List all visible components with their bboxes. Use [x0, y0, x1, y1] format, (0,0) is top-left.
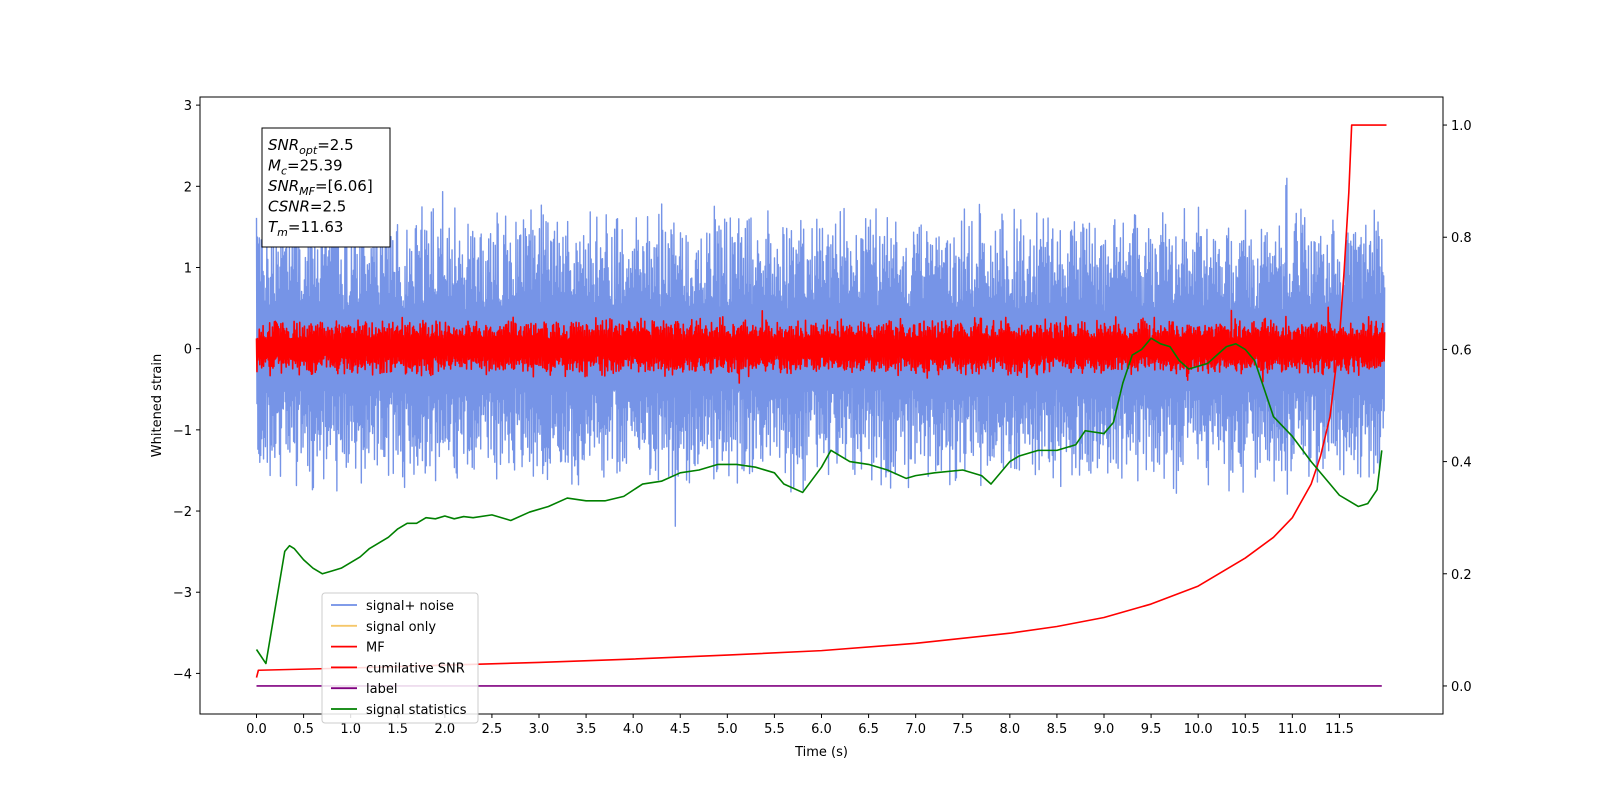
x-tick-label: 5.0: [717, 722, 738, 737]
x-tick-label: 1.0: [340, 722, 361, 737]
y-right-tick-label: 1.0: [1451, 119, 1472, 134]
y-left-tick-label: 1: [184, 261, 192, 276]
x-tick-label: 7.5: [952, 722, 973, 737]
x-axis: 0.0 0.5 1.0 1.5 2.0 2.5 3.0 3.5 4.0 4.5 5.0 5.5 6.0 6…: [246, 714, 1354, 737]
x-tick-label: 0.0: [246, 722, 267, 737]
x-tick-label: 5.5: [764, 722, 785, 737]
info-line: CSNR=2.5: [268, 198, 346, 216]
y-axis-left: −4 −3 −2 −1 0 1 2 3: [173, 99, 200, 682]
x-tick-label: 11.5: [1325, 722, 1354, 737]
y-left-tick-label: −2: [173, 505, 192, 520]
x-tick-label: 7.0: [905, 722, 926, 737]
legend-label-signal-statistics: signal statistics: [366, 703, 467, 718]
x-tick-label: 6.5: [858, 722, 879, 737]
y-left-tick-label: 0: [184, 343, 192, 358]
y-right-tick-label: 0.6: [1451, 343, 1472, 358]
x-tick-label: 1.5: [387, 722, 408, 737]
x-tick-label: 10.0: [1184, 722, 1213, 737]
y-right-tick-label: 0.8: [1451, 231, 1472, 246]
info-line: Tm=11.63: [268, 218, 343, 239]
x-tick-label: 2.0: [434, 722, 455, 737]
legend: signal+ noise signal only MF cumilative SNR…: [321, 592, 479, 724]
series-line-signal-statistics: [255, 337, 1383, 665]
x-tick-label: 4.5: [670, 722, 691, 737]
legend-label-signal-noise: signal+ noise: [366, 599, 454, 614]
info-line: SNRMF=[6.06]: [268, 177, 373, 198]
x-tick-label: 11.0: [1278, 722, 1307, 737]
legend-label-signal-only: signal only: [366, 620, 436, 635]
x-tick-label: 8.5: [1047, 722, 1068, 737]
series-line-cumilative-snr: [255, 124, 1387, 678]
y-axis-label: Whitened strain: [150, 354, 165, 457]
info-line: SNRopt=2.5: [268, 136, 354, 157]
x-tick-label: 0.5: [293, 722, 314, 737]
y-left-tick-label: −1: [173, 424, 192, 439]
y-left-tick-label: 3: [184, 99, 192, 114]
info-line: Mc=25.39: [268, 157, 343, 178]
y-left-tick-label: −4: [173, 667, 192, 682]
x-tick-label: 10.5: [1231, 722, 1260, 737]
y-left-tick-label: −3: [173, 586, 192, 601]
x-tick-label: 2.5: [482, 722, 503, 737]
x-tick-label: 6.0: [811, 722, 832, 737]
x-tick-label: 3.5: [576, 722, 597, 737]
legend-label-cumilative-snr: cumilative SNR: [366, 661, 465, 676]
legend-frame: [321, 592, 479, 724]
series-line-mf: [255, 306, 1386, 384]
x-tick-label: 8.0: [999, 722, 1020, 737]
legend-label-label: label: [366, 682, 397, 697]
y-right-tick-label: 0.4: [1451, 456, 1472, 471]
x-tick-label: 3.0: [529, 722, 550, 737]
x-tick-label: 9.0: [1094, 722, 1115, 737]
y-right-tick-label: 0.2: [1451, 568, 1472, 583]
x-axis-label: Time (s): [794, 745, 848, 760]
legend-label-mf: MF: [366, 641, 385, 656]
y-right-tick-label: 0.0: [1451, 680, 1472, 695]
series-line-signal-noise: [255, 177, 1386, 527]
y-left-tick-label: 2: [184, 180, 192, 195]
y-axis-right: 0.0 0.2 0.4 0.6 0.8 1.0: [1443, 119, 1472, 695]
info-box-frame: [261, 127, 391, 248]
x-tick-label: 9.5: [1141, 722, 1162, 737]
x-tick-label: 4.0: [623, 722, 644, 737]
